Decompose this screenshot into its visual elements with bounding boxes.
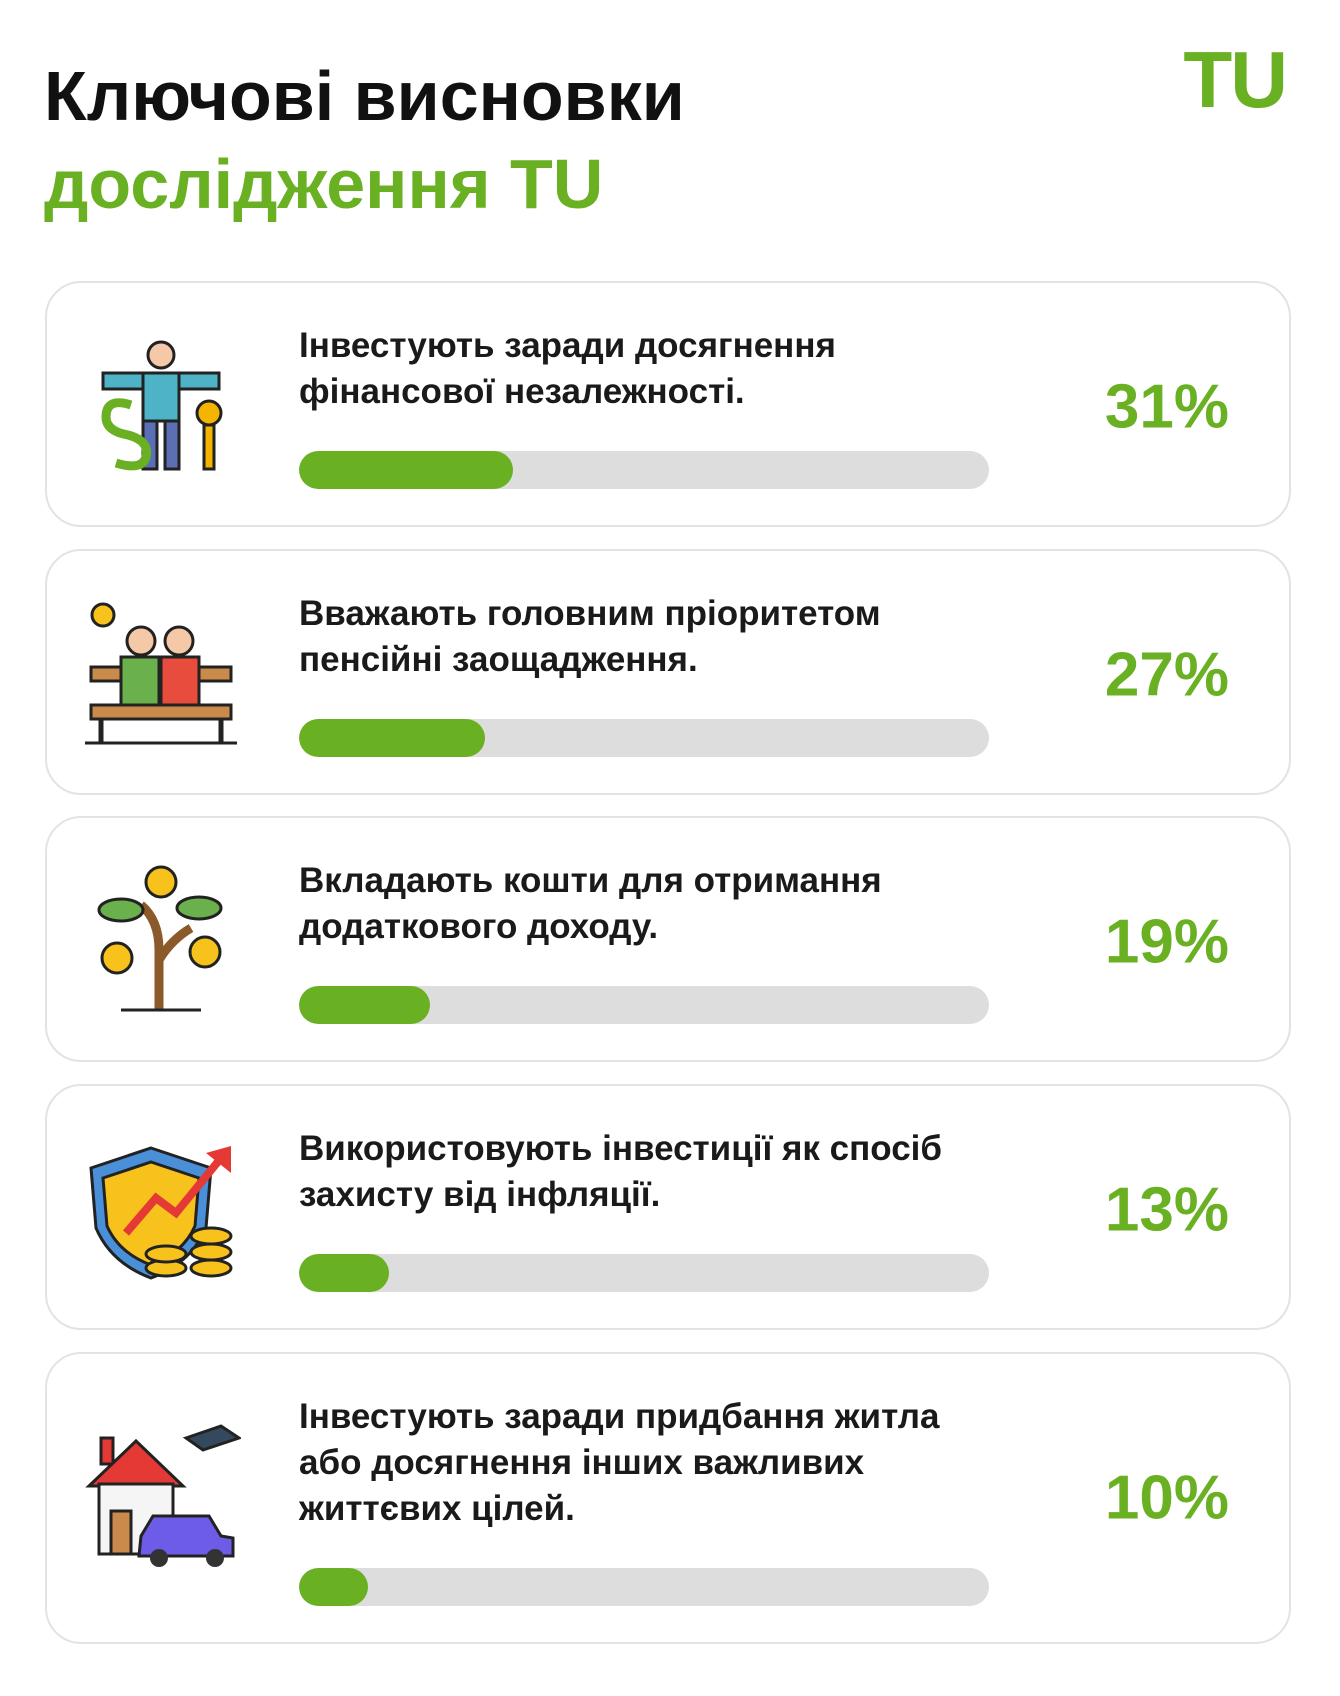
- bar: [299, 719, 486, 757]
- card: Вважають головним пріоритетом пенсійні з…: [45, 549, 1291, 795]
- icon: [97, 865, 223, 1012]
- bar: [299, 1568, 368, 1606]
- subtitle: дослідження TU: [44, 145, 604, 223]
- bar: [299, 986, 431, 1024]
- category-label: Інвестують заради досягнення фінансової …: [299, 326, 836, 411]
- value-label: 27%: [1104, 640, 1229, 710]
- value-label: 13%: [1104, 1175, 1229, 1245]
- value-label: 10%: [1104, 1463, 1229, 1533]
- category-label: Інвестують заради придбання житла або до…: [299, 1397, 940, 1528]
- bar-track: [299, 719, 989, 757]
- card: Використовують інвестиції як спосіб захи…: [45, 1084, 1291, 1330]
- icon: [101, 340, 223, 471]
- icon: [85, 602, 237, 745]
- value-label: 19%: [1104, 907, 1229, 977]
- bar-track: [299, 1568, 989, 1606]
- bar-track: [299, 986, 989, 1024]
- category-label: Вкладають кошти для отримання додатковог…: [299, 861, 882, 946]
- bar-track: [299, 1254, 989, 1292]
- value-label: 31%: [1104, 372, 1229, 442]
- bar: [299, 451, 513, 489]
- icon: [85, 1424, 241, 1567]
- bar-track: [299, 451, 989, 489]
- card: Інвестують заради досягнення фінансової …: [45, 281, 1291, 527]
- logo: TU: [1183, 35, 1288, 124]
- bar: [299, 1254, 389, 1292]
- category-label: Вважають головним пріоритетом пенсійні з…: [299, 594, 881, 679]
- icon: [89, 1146, 233, 1280]
- title: Ключові висновки: [44, 57, 685, 135]
- card: Вкладають кошти для отримання додатковог…: [45, 816, 1291, 1062]
- card: Інвестують заради придбання житла або до…: [45, 1352, 1291, 1644]
- category-label: Використовують інвестиції як спосіб захи…: [299, 1129, 943, 1214]
